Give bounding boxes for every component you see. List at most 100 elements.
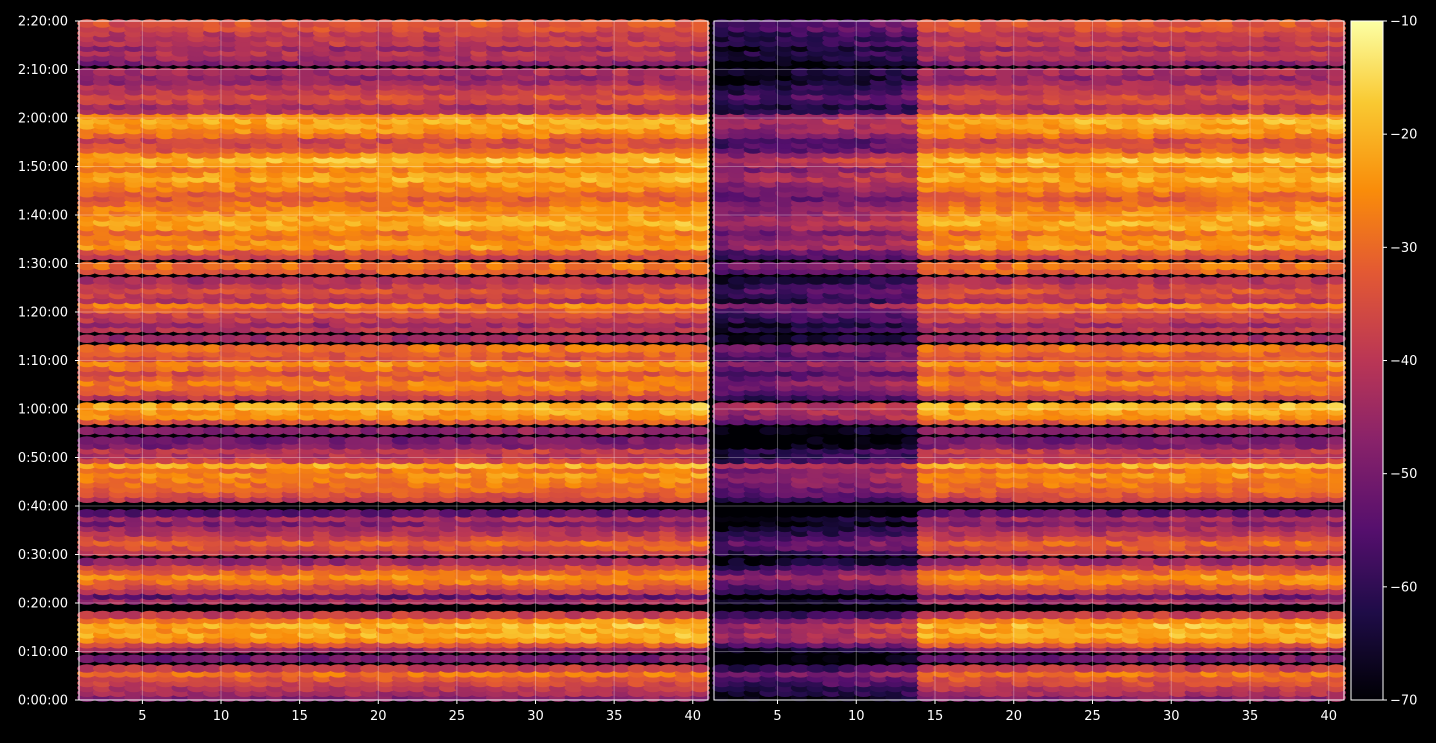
heatmap-cell bbox=[234, 664, 254, 673]
heatmap-cell bbox=[596, 654, 616, 664]
heatmap-cell bbox=[690, 610, 710, 620]
heatmap-cell bbox=[108, 610, 128, 620]
heatmap-cell bbox=[501, 664, 522, 673]
heatmap-cell bbox=[218, 654, 239, 664]
heatmap-cell bbox=[391, 654, 412, 664]
heatmap-cell bbox=[690, 402, 710, 411]
heatmap-cell bbox=[533, 654, 553, 664]
heatmap-cell bbox=[140, 654, 160, 664]
heatmap-cell bbox=[281, 610, 301, 620]
heatmap-cell bbox=[470, 654, 490, 664]
heatmap-cell bbox=[171, 610, 191, 620]
heatmap-cell bbox=[564, 664, 584, 673]
heatmap-cell bbox=[250, 664, 270, 673]
heatmap-cell bbox=[203, 654, 223, 664]
heatmap-cell bbox=[611, 610, 632, 620]
heatmap-cell bbox=[580, 664, 600, 673]
heatmap-cell bbox=[155, 664, 176, 673]
heatmap-cell bbox=[548, 664, 569, 673]
heatmap-cell bbox=[690, 557, 710, 567]
heatmap-cell bbox=[344, 654, 364, 664]
heatmap-cell bbox=[533, 610, 553, 620]
heatmap-cell bbox=[203, 610, 223, 620]
heatmap-cell bbox=[564, 654, 584, 664]
heatmap-cell bbox=[124, 610, 144, 620]
heatmap-cell bbox=[611, 654, 632, 664]
heatmap-cell bbox=[297, 664, 317, 673]
heatmap-cell bbox=[627, 654, 647, 664]
heatmap-cell bbox=[423, 664, 443, 673]
heatmap-cell bbox=[375, 610, 396, 620]
heatmap-cell bbox=[250, 610, 270, 620]
heatmap-cell bbox=[517, 654, 537, 664]
heatmap-cell bbox=[438, 610, 459, 620]
heatmap-cell bbox=[140, 610, 160, 620]
heatmap-cell bbox=[360, 664, 380, 673]
heatmap-cell bbox=[77, 664, 97, 673]
heatmap-cell bbox=[391, 664, 412, 673]
heatmap-cell bbox=[92, 654, 113, 664]
heatmap-cell bbox=[375, 654, 396, 664]
heatmap-cell bbox=[108, 654, 128, 664]
heatmap-cell bbox=[659, 610, 679, 620]
heatmap-cell bbox=[690, 334, 710, 344]
heatmap-cell bbox=[690, 436, 710, 445]
heatmap-cell bbox=[611, 664, 632, 673]
heatmap-cell bbox=[124, 654, 144, 664]
heatmap-cell bbox=[407, 610, 427, 620]
heatmap-cell bbox=[564, 610, 584, 620]
heatmap-cell bbox=[155, 654, 176, 664]
heatmap-cell bbox=[501, 654, 522, 664]
heatmap-cell bbox=[375, 664, 396, 673]
heatmap-cell bbox=[438, 664, 459, 673]
heatmap-cell bbox=[580, 610, 600, 620]
heatmap-cell bbox=[533, 664, 553, 673]
heatmap-cell bbox=[203, 664, 223, 673]
heatmap-cell bbox=[470, 664, 490, 673]
heatmap-cell bbox=[297, 654, 317, 664]
heatmap-cell bbox=[486, 664, 506, 673]
heatmap-cell bbox=[454, 664, 474, 673]
heatmap-cell bbox=[517, 610, 537, 620]
heatmap-cell bbox=[313, 664, 333, 673]
heatmap-cell bbox=[627, 664, 647, 673]
heatmap-cell bbox=[218, 664, 239, 673]
heatmap-cell bbox=[596, 610, 616, 620]
heatmap-cell bbox=[281, 664, 301, 673]
heatmap-cell bbox=[674, 654, 695, 664]
heatmap-cell bbox=[517, 664, 537, 673]
heatmap-cell bbox=[344, 610, 364, 620]
heatmap-cell bbox=[690, 67, 710, 77]
heatmap-cell bbox=[218, 610, 239, 620]
heatmap-cell bbox=[454, 610, 474, 620]
heatmap-cell bbox=[470, 610, 490, 620]
heatmap-cell bbox=[580, 654, 600, 664]
heatmap-cell bbox=[690, 344, 710, 353]
heatmap-cell bbox=[281, 654, 301, 664]
heatmap-cell bbox=[234, 654, 254, 664]
heatmap-cell bbox=[328, 610, 349, 620]
heatmap-cell bbox=[328, 664, 349, 673]
heatmap-cell bbox=[486, 654, 506, 664]
heatmap-cell bbox=[391, 610, 412, 620]
heatmap-cell bbox=[187, 664, 207, 673]
heatmap-cell bbox=[627, 610, 647, 620]
heatmap-cell bbox=[328, 654, 349, 664]
heatmap-cell bbox=[690, 426, 710, 436]
heatmap-cell bbox=[344, 664, 364, 673]
heatmap-cell bbox=[265, 610, 286, 620]
heatmap-cell bbox=[187, 610, 207, 620]
heatmap-cell bbox=[77, 610, 97, 620]
heatmap-cell bbox=[659, 664, 679, 673]
heatmap-cell bbox=[77, 654, 97, 664]
heatmap-cell bbox=[674, 664, 695, 673]
heatmap-cell bbox=[659, 654, 679, 664]
heatmap-cell bbox=[171, 664, 191, 673]
heatmap-cell bbox=[124, 664, 144, 673]
heatmap-cell bbox=[265, 664, 286, 673]
heatmap-cell bbox=[92, 610, 113, 620]
heatmap-cell bbox=[360, 610, 380, 620]
heatmap-cell bbox=[674, 610, 695, 620]
heatmap-cell bbox=[454, 654, 474, 664]
